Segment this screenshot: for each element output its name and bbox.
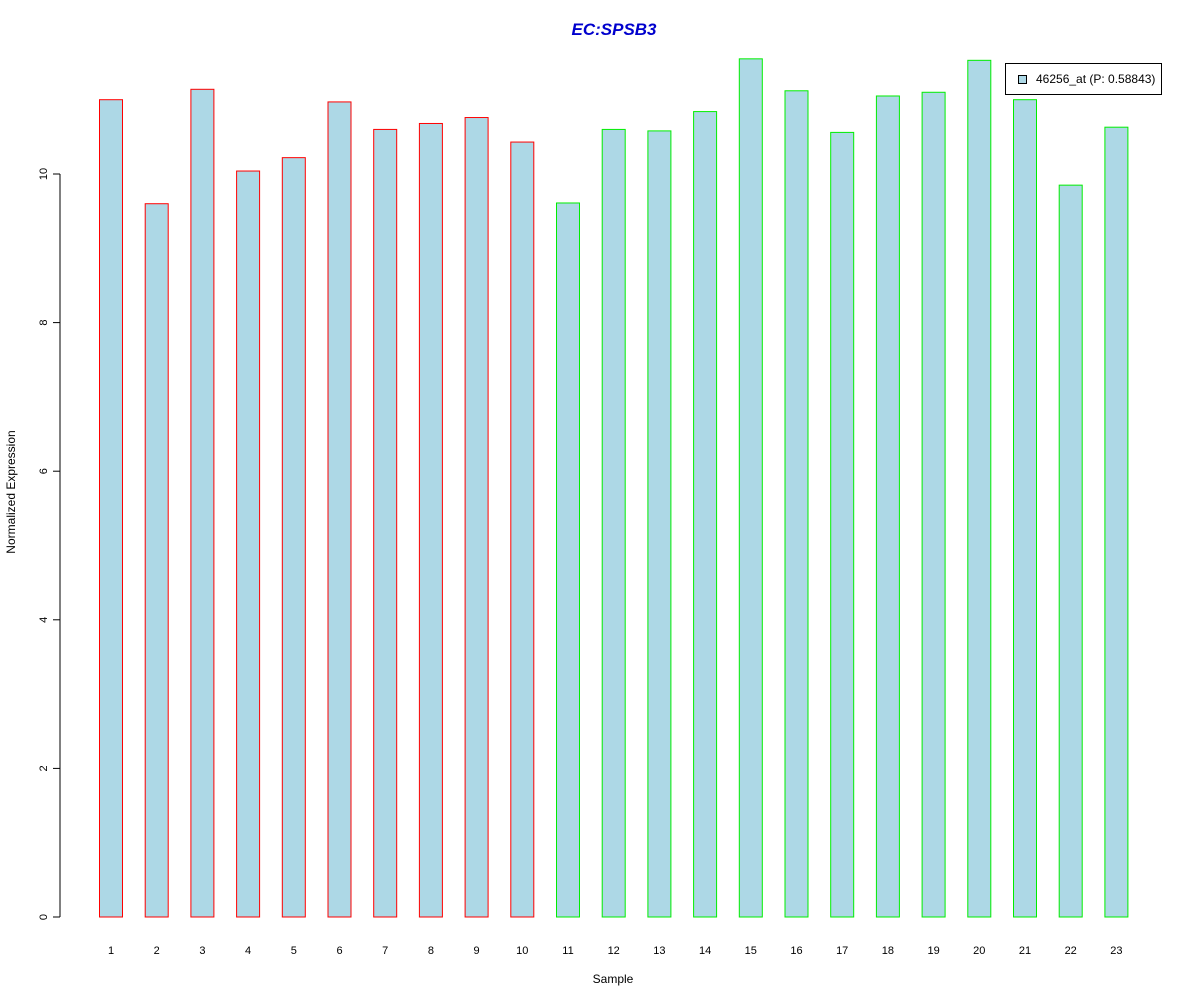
x-tick-label: 4 [245,945,251,957]
x-tick-label: 22 [1065,945,1077,957]
y-tick-label: 4 [38,617,50,623]
x-tick-label: 12 [608,945,620,957]
bar-sample-11 [556,202,580,918]
x-tick-label: 8 [428,945,434,957]
chart-title: EC:SPSB3 [571,20,657,39]
bar-sample-14 [693,111,718,918]
bar-sample-9 [464,117,489,918]
y-axis: 0 2 4 6 8 10 [38,168,61,920]
x-tick-label: 13 [653,945,665,957]
x-axis-label: Sample [593,972,634,986]
bar-sample-19 [921,91,946,918]
x-tick-label: 2 [154,945,160,957]
bar-sample-13 [647,130,672,918]
x-tick-label: 10 [516,945,528,957]
bar-sample-15 [738,58,763,918]
y-tick-label: 10 [38,168,50,180]
bar-sample-10 [510,141,535,918]
y-tick-label: 2 [38,765,50,771]
x-tick-label: 9 [474,945,480,957]
bar-sample-23 [1104,126,1129,918]
x-tick-label: 14 [699,945,711,957]
x-tick-label: 20 [973,945,985,957]
y-tick-label: 0 [38,914,50,920]
x-tick-label: 17 [836,945,848,957]
y-tick-label: 6 [38,468,50,474]
bar-sample-22 [1058,184,1083,918]
x-tick-label: 1 [108,945,114,957]
legend: 46256_at (P: 0.58843) [1005,63,1162,95]
x-tick-label: 6 [336,945,342,957]
bar-sample-20 [967,59,992,918]
x-tick-label: 5 [291,945,297,957]
legend-label: 46256_at (P: 0.58843) [1036,72,1156,86]
legend-swatch [1018,75,1027,84]
bar-sample-1 [99,99,123,918]
bar-sample-5 [281,157,306,918]
x-tick-label: 23 [1110,945,1122,957]
bar-sample-8 [418,122,443,918]
bar-sample-7 [373,128,398,918]
x-tick-label: 3 [199,945,205,957]
bar-sample-6 [327,101,352,918]
x-tick-label: 21 [1019,945,1031,957]
x-tick-label: 18 [882,945,894,957]
bar-sample-12 [601,128,626,918]
x-tick-labels: 1 2 3 4 5 6 7 8 9 10 11 12 13 14 15 16 17 18 19 20 21 22 23 [108,945,1123,957]
x-tick-label: 11 [562,945,573,957]
bar-sample-16 [784,90,809,918]
bar-sample-17 [830,131,855,918]
x-tick-label: 16 [790,945,802,957]
bar-sample-21 [1013,99,1037,918]
y-tick-label: 8 [38,320,50,326]
x-tick-label: 7 [382,945,388,957]
bar-sample-4 [236,170,261,918]
bar-sample-18 [875,95,900,918]
bar-sample-2 [144,203,169,918]
bar-sample-3 [190,88,215,918]
x-tick-label: 15 [745,945,757,957]
y-axis-label: Normalized Expression [4,430,18,553]
bars [99,58,1129,918]
x-tick-label: 19 [927,945,939,957]
